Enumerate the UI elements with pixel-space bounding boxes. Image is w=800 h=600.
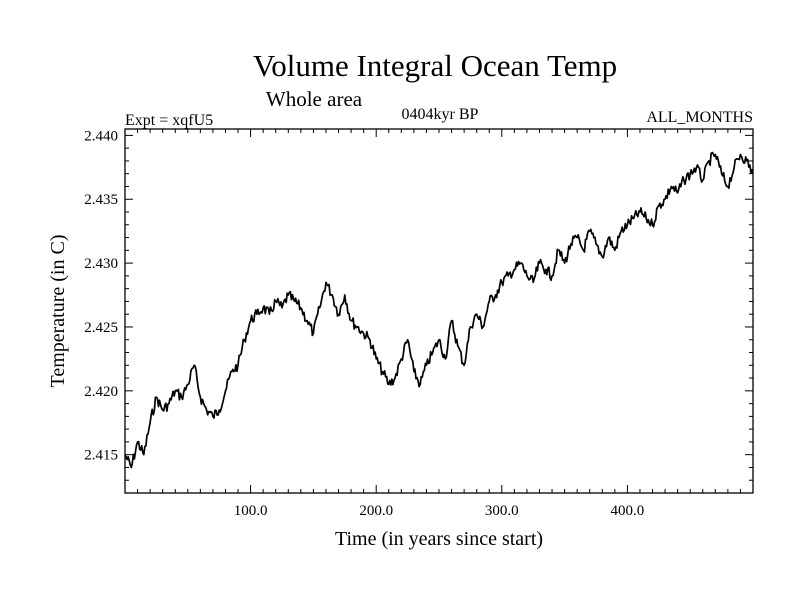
x-axis-label: Time (in years since start) (335, 528, 543, 550)
y-axis-label: Temperature (in C) (47, 235, 69, 388)
y-tick-label: 2.440 (84, 128, 118, 144)
period-label: 0404kyr BP (402, 106, 479, 123)
experiment-label: Expt = xqfU5 (125, 112, 213, 129)
axis-ticks (124, 129, 754, 494)
temperature-series-line (124, 151, 754, 469)
x-tick-labels: 100.0 200.0 300.0 400.0 (234, 503, 645, 519)
y-tick-label: 2.425 (84, 320, 118, 336)
y-tick-label: 2.415 (84, 448, 118, 464)
chart-subtitle: Whole area (266, 87, 363, 111)
x-tick-label: 100.0 (234, 503, 268, 519)
months-label: ALL_MONTHS (646, 109, 753, 126)
chart-title: Volume Integral Ocean Temp (253, 48, 617, 83)
x-tick-label: 300.0 (485, 503, 519, 519)
y-tick-label: 2.435 (84, 192, 118, 208)
plot-frame (124, 128, 754, 494)
y-tick-labels: 2.415 2.420 2.425 2.430 2.435 2.440 (84, 128, 118, 463)
x-tick-label: 400.0 (611, 503, 645, 519)
y-tick-label: 2.420 (84, 384, 118, 400)
x-tick-label: 200.0 (359, 503, 393, 519)
y-tick-label: 2.430 (84, 256, 118, 272)
